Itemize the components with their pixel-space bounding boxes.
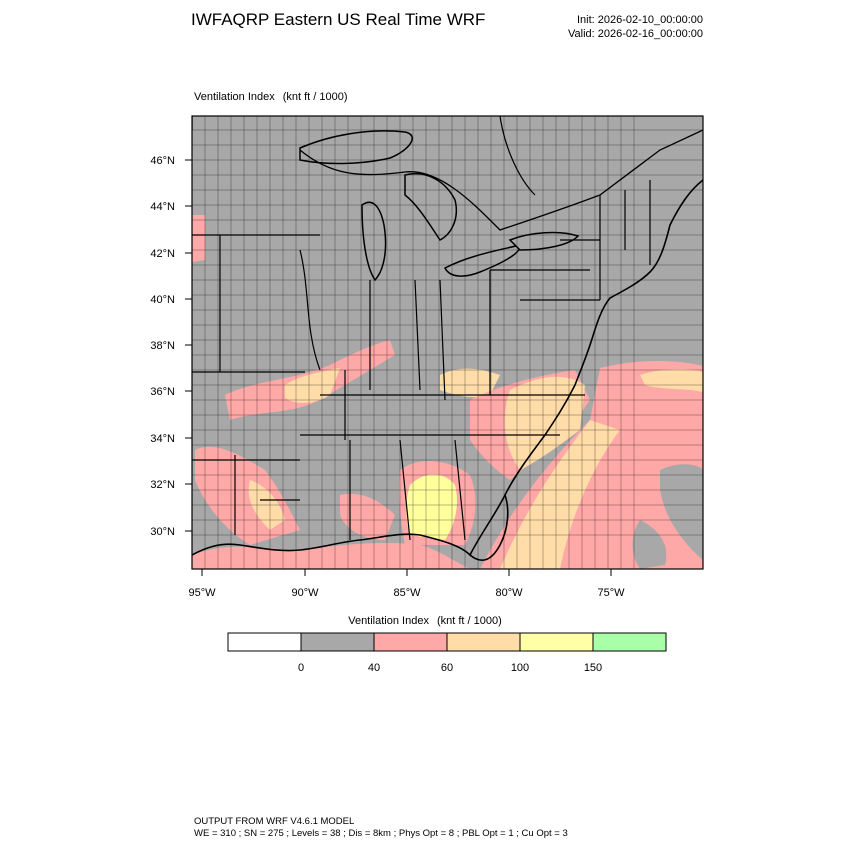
georgia-core xyxy=(406,474,457,540)
model-version: OUTPUT FROM WRF V4.6.1 MODEL xyxy=(194,816,355,827)
lon-label-80: 80°W xyxy=(495,587,523,599)
lake-erie xyxy=(443,244,521,277)
field-name: Ventilation Index xyxy=(194,91,275,103)
longitude-axis: 95°W 90°W 85°W 80°W 75°W xyxy=(188,569,625,599)
florida-coast xyxy=(469,494,509,561)
field-label: Ventilation Index (knt ft / 1000) xyxy=(194,91,348,103)
lat-label-36: 36°N xyxy=(150,386,175,398)
map-frame xyxy=(191,115,704,570)
lat-label-30: 30°N xyxy=(150,526,175,538)
legend-field-name: Ventilation Index xyxy=(348,615,429,627)
atlantic-low-cell-2 xyxy=(632,520,667,569)
plot-title: IWFAQRP Eastern US Real Time WRF xyxy=(191,10,486,29)
lon-label-85: 85°W xyxy=(393,587,421,599)
lake-michigan xyxy=(361,201,387,282)
lat-label-32: 32°N xyxy=(150,479,175,491)
init-time: Init: 2026-02-10_00:00:00 xyxy=(577,14,703,26)
gulf-region xyxy=(192,542,470,569)
run-times: Init: 2026-02-10_00:00:00 Valid: 2026-02… xyxy=(568,13,703,41)
atlantic-offshore-band xyxy=(640,369,703,392)
map-panel xyxy=(192,116,703,569)
lon-label-75: 75°W xyxy=(597,587,625,599)
alabama-patch xyxy=(340,493,395,540)
lat-label-38: 38°N xyxy=(150,340,175,352)
atlantic-low-cell xyxy=(660,464,703,560)
lat-label-42: 42°N xyxy=(150,248,175,260)
lake-superior xyxy=(299,130,413,165)
lon-label-90: 90°W xyxy=(291,587,319,599)
field-units: (knt ft / 1000) xyxy=(282,91,348,103)
canada-province-border xyxy=(499,116,536,196)
model-info: OUTPUT FROM WRF V4.6.1 MODEL WE = 310 ; … xyxy=(194,816,568,840)
plains-patch xyxy=(192,215,205,262)
lat-label-34: 34°N xyxy=(150,433,175,445)
lat-label-40: 40°N xyxy=(150,294,175,306)
lon-label-95: 95°W xyxy=(188,587,216,599)
legend-units: (knt ft / 1000) xyxy=(436,615,502,627)
latitude-axis: 30°N 32°N 34°N 36°N 38°N 40°N 42°N 44°N … xyxy=(150,155,192,538)
valid-time: Valid: 2026-02-16_00:00:00 xyxy=(568,28,703,40)
lat-label-46: 46°N xyxy=(150,155,175,167)
legend-title: Ventilation Index (knt ft / 1000) xyxy=(0,615,850,627)
county-boundaries xyxy=(192,116,703,569)
model-config: WE = 310 ; SN = 275 ; Levels = 38 ; Dis … xyxy=(194,828,568,839)
coastline xyxy=(192,179,703,557)
lake-huron xyxy=(404,173,457,241)
appalachian-patch xyxy=(440,368,500,398)
lat-label-44: 44°N xyxy=(150,201,175,213)
midsouth-core xyxy=(285,368,340,403)
canada-border xyxy=(192,116,703,231)
